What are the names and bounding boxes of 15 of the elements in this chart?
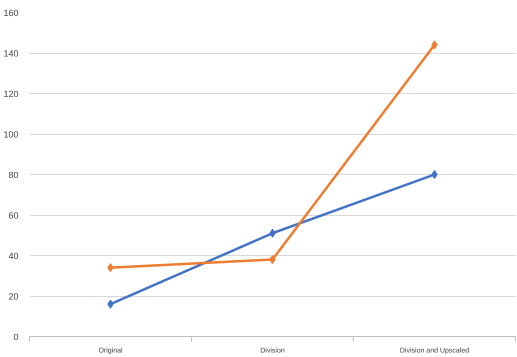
point [269,255,276,264]
y-tick-label: 60 [8,210,19,220]
point [107,300,114,309]
point [269,228,276,238]
y-tick-label: 160 [3,8,19,18]
y-tick-label: 80 [8,170,19,180]
y-tick-label: 0 [13,332,19,342]
y-tick-label: 100 [3,130,19,140]
point [431,40,438,50]
point [107,263,114,272]
y-tick-label: 120 [3,89,19,99]
point [431,170,438,179]
y-tick-label: 40 [8,251,19,261]
y-tick-label: 140 [3,48,19,58]
y-tick-label: 20 [8,292,19,302]
